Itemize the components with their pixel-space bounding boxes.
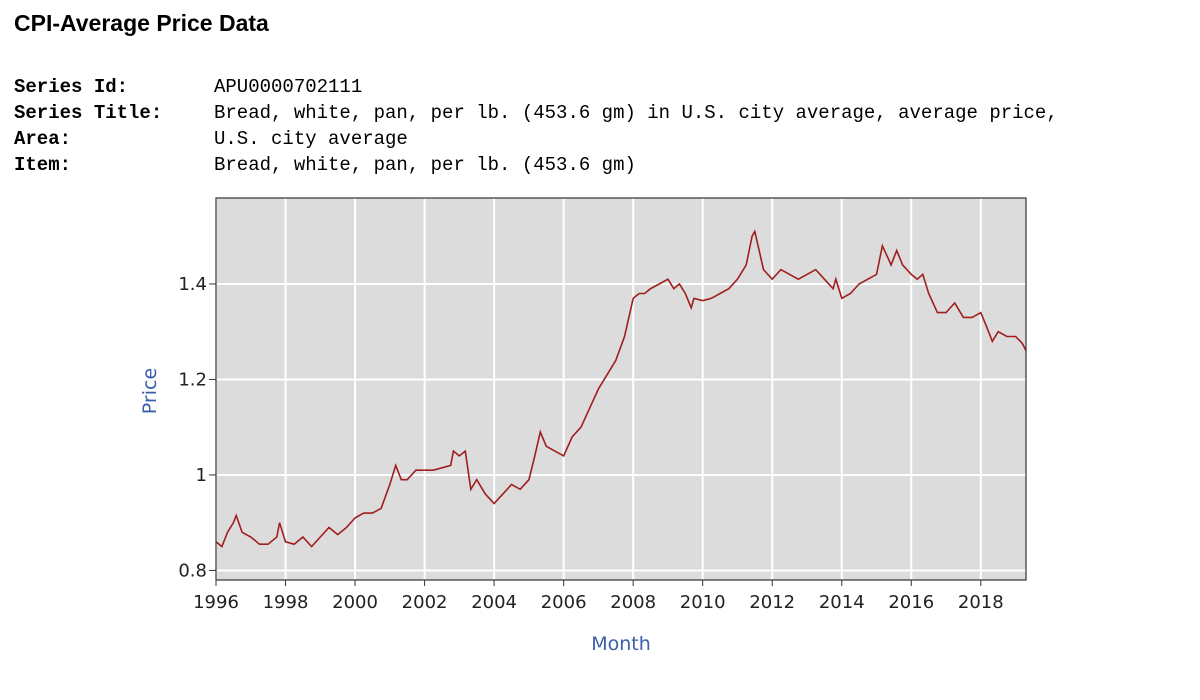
x-tick-label: 1998	[263, 592, 309, 613]
x-tick-label: 2018	[958, 592, 1004, 613]
y-tick-label: 1.4	[178, 274, 207, 295]
series-id-value: APU0000702111	[214, 76, 363, 98]
y-tick-label: 1.2	[178, 369, 207, 390]
y-axis-title: Price	[139, 368, 161, 414]
series-id-label: Series Id:	[14, 76, 129, 98]
x-tick-label: 2008	[610, 592, 656, 613]
x-tick-label: 2010	[680, 592, 726, 613]
area-label: Area:	[14, 128, 72, 150]
price-chart: 1996 1998 2000 2002 2004 2006 2008 2010 2012 2014…	[139, 197, 1027, 655]
plot-area	[216, 198, 1026, 580]
series-title-value: Bread, white, pan, per lb. (453.6 gm) in…	[214, 102, 1058, 124]
series-title-label: Series Title:	[14, 102, 163, 124]
x-tick-label: 2016	[888, 592, 934, 613]
area-value: U.S. city average	[214, 128, 408, 150]
item-label: Item:	[14, 154, 72, 176]
x-tick-label: 2006	[541, 592, 587, 613]
x-tick-label: 2012	[749, 592, 795, 613]
plot-frame	[215, 197, 1027, 581]
x-axis-title: Month	[591, 633, 651, 655]
x-tick-label: 1996	[193, 592, 239, 613]
axes: 1996 1998 2000 2002 2004 2006 2008 2010 2012 2014…	[178, 274, 1003, 613]
page-title: CPI-Average Price Data	[14, 10, 269, 36]
x-tick-label: 2002	[402, 592, 448, 613]
x-tick-label: 2004	[471, 592, 517, 613]
series-line	[215, 229, 1027, 548]
y-tick-label: 0.8	[178, 560, 207, 581]
y-tick-label: 1	[196, 465, 207, 486]
x-tick-label: 2000	[332, 592, 378, 613]
x-tick-label: 2014	[819, 592, 865, 613]
item-value: Bread, white, pan, per lb. (453.6 gm)	[214, 154, 636, 176]
